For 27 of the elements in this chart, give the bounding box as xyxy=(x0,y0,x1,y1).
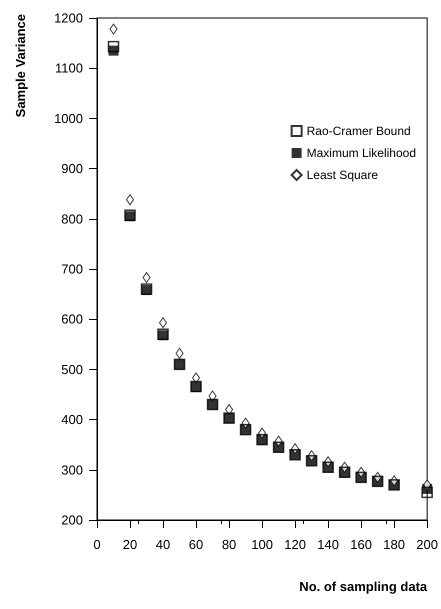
y-tick-label: 500 xyxy=(61,362,83,377)
legend-label: Least Square xyxy=(306,168,378,182)
x-tick-label: 160 xyxy=(350,537,372,552)
y-tick-label: 1100 xyxy=(55,60,83,76)
y-tick-label: 200 xyxy=(61,512,83,528)
y-tick-label: 1000 xyxy=(54,110,83,126)
y-tick-label: 900 xyxy=(61,161,83,176)
x-tick-label: 20 xyxy=(122,537,138,552)
y-tick-label: 700 xyxy=(61,262,83,276)
x-tick-label: 60 xyxy=(188,537,204,552)
legend-label: Rao-Cramer Bound xyxy=(306,124,411,138)
x-tick-label: 0 xyxy=(93,537,101,552)
x-tick-label: 100 xyxy=(251,537,273,552)
y-tick-label: 800 xyxy=(61,211,83,226)
x-tick-label: 80 xyxy=(222,537,236,552)
x-tick-label: 200 xyxy=(416,537,438,552)
x-tick-label: 180 xyxy=(383,537,405,552)
x-tick-label: 140 xyxy=(317,537,339,552)
x-tick-label: 120 xyxy=(284,537,306,552)
legend-label: Maximum Likelihood xyxy=(306,146,416,160)
y-axis-title: Sample Variance xyxy=(13,14,28,118)
y-tick-label: 300 xyxy=(61,462,83,478)
y-tick-label: 1200 xyxy=(54,10,83,26)
x-tick-label: 40 xyxy=(156,537,170,552)
y-tick-label: 600 xyxy=(61,312,83,327)
y-tick-label: 400 xyxy=(61,412,83,428)
x-axis-title: No. of sampling data xyxy=(299,579,428,594)
